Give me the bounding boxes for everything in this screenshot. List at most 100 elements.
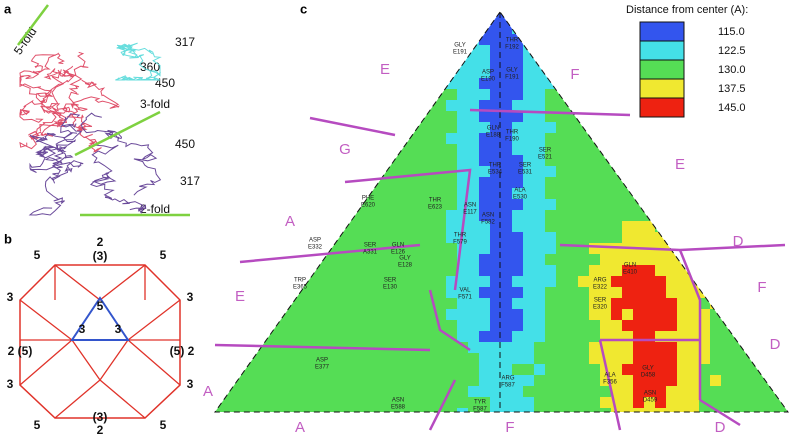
cell [611, 320, 622, 331]
cell [754, 331, 765, 342]
cell [743, 133, 754, 144]
cell [534, 210, 545, 221]
cell [787, 199, 788, 210]
cell [567, 177, 578, 188]
cell [600, 342, 611, 353]
cell [534, 276, 545, 287]
cell [303, 56, 314, 67]
cell [644, 166, 655, 177]
cell [391, 320, 402, 331]
residue-id: E623 [428, 205, 443, 211]
legend: Distance from center (A): 115.0122.5130.… [626, 4, 748, 118]
cell [215, 89, 226, 100]
cell [600, 221, 611, 232]
cell [666, 144, 677, 155]
cell [259, 155, 270, 166]
cell [567, 210, 578, 221]
cell [589, 243, 600, 254]
cell [721, 408, 732, 412]
residue-name: VAL [460, 288, 472, 294]
cell [435, 298, 446, 309]
cell [424, 353, 435, 364]
cell [479, 144, 490, 155]
cell [424, 177, 435, 188]
cell [391, 353, 402, 364]
cell [336, 331, 347, 342]
cell [776, 67, 787, 78]
cell [787, 298, 788, 309]
cell [743, 166, 754, 177]
cell [655, 287, 666, 298]
cell [534, 166, 545, 177]
cell [270, 45, 281, 56]
cell [468, 408, 479, 412]
cell [611, 122, 622, 133]
residue-name: GLN [392, 243, 404, 249]
cell [435, 12, 446, 23]
sym-label: 3 [115, 322, 122, 336]
residue-name: GLY [454, 43, 466, 49]
cell [534, 133, 545, 144]
cell [644, 309, 655, 320]
cell [259, 309, 270, 320]
cell [644, 386, 655, 397]
cell [743, 254, 754, 265]
cell [237, 232, 248, 243]
sym-label: 2 (5) [8, 344, 33, 358]
residue-name: SER [539, 148, 552, 154]
cell [578, 34, 589, 45]
cell [490, 188, 501, 199]
cell [633, 210, 644, 221]
cell [314, 177, 325, 188]
cell [479, 265, 490, 276]
cell [391, 45, 402, 56]
cell [380, 111, 391, 122]
cell [765, 56, 776, 67]
cell [424, 23, 435, 34]
cell [556, 309, 567, 320]
cell [600, 67, 611, 78]
residue-id: E322 [593, 285, 608, 291]
cell [710, 397, 721, 408]
cell [237, 100, 248, 111]
cell [732, 199, 743, 210]
cell [369, 221, 380, 232]
residue-id: E521 [538, 155, 553, 161]
cell [743, 309, 754, 320]
cell [347, 45, 358, 56]
cell [644, 232, 655, 243]
cell [600, 243, 611, 254]
cell [490, 276, 501, 287]
sym-label: (3) [93, 249, 108, 263]
cell [226, 166, 237, 177]
cell [402, 78, 413, 89]
cell [435, 166, 446, 177]
cell [787, 408, 788, 412]
cell [435, 287, 446, 298]
cell [380, 309, 391, 320]
cell [457, 67, 468, 78]
cell [765, 320, 776, 331]
cell [622, 188, 633, 199]
cell [457, 12, 468, 23]
cell [501, 78, 512, 89]
cell [259, 188, 270, 199]
residue-number: 450 [175, 137, 195, 151]
cell [468, 276, 479, 287]
cell [226, 100, 237, 111]
cell [633, 199, 644, 210]
cell [666, 342, 677, 353]
cell [666, 298, 677, 309]
cell [765, 309, 776, 320]
cell [369, 309, 380, 320]
cell [534, 408, 545, 412]
cell [259, 342, 270, 353]
cell [622, 342, 633, 353]
cell [314, 56, 325, 67]
cell [226, 309, 237, 320]
cell [380, 12, 391, 23]
cell [347, 353, 358, 364]
cell [226, 34, 237, 45]
cell [699, 210, 710, 221]
cell [545, 221, 556, 232]
